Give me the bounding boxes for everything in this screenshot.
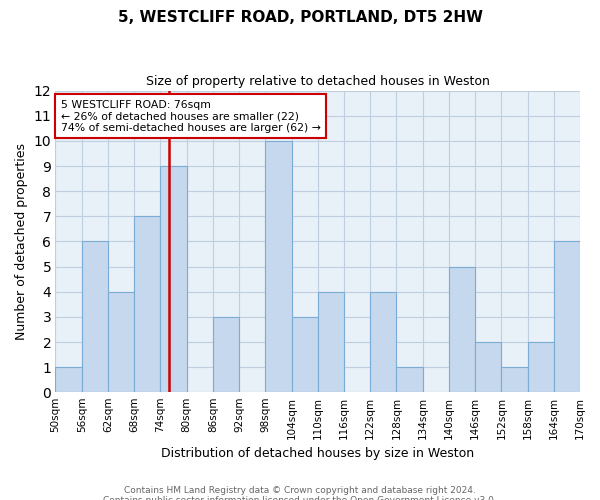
- Bar: [134, 216, 160, 392]
- Text: 5 WESTCLIFF ROAD: 76sqm
← 26% of detached houses are smaller (22)
74% of semi-de: 5 WESTCLIFF ROAD: 76sqm ← 26% of detache…: [61, 100, 320, 133]
- Text: Contains HM Land Registry data © Crown copyright and database right 2024.: Contains HM Land Registry data © Crown c…: [124, 486, 476, 495]
- Bar: [554, 242, 580, 392]
- Bar: [213, 317, 239, 392]
- Bar: [108, 292, 134, 392]
- Bar: [318, 292, 344, 392]
- Bar: [82, 242, 108, 392]
- Bar: [527, 342, 554, 392]
- Bar: [475, 342, 502, 392]
- Y-axis label: Number of detached properties: Number of detached properties: [15, 143, 28, 340]
- Bar: [265, 141, 292, 393]
- Bar: [370, 292, 397, 392]
- X-axis label: Distribution of detached houses by size in Weston: Distribution of detached houses by size …: [161, 447, 474, 460]
- Text: 5, WESTCLIFF ROAD, PORTLAND, DT5 2HW: 5, WESTCLIFF ROAD, PORTLAND, DT5 2HW: [118, 10, 482, 25]
- Bar: [449, 266, 475, 392]
- Bar: [292, 317, 318, 392]
- Text: Contains public sector information licensed under the Open Government Licence v3: Contains public sector information licen…: [103, 496, 497, 500]
- Bar: [397, 367, 422, 392]
- Title: Size of property relative to detached houses in Weston: Size of property relative to detached ho…: [146, 75, 490, 88]
- Bar: [160, 166, 187, 392]
- Bar: [55, 367, 82, 392]
- Bar: [502, 367, 527, 392]
